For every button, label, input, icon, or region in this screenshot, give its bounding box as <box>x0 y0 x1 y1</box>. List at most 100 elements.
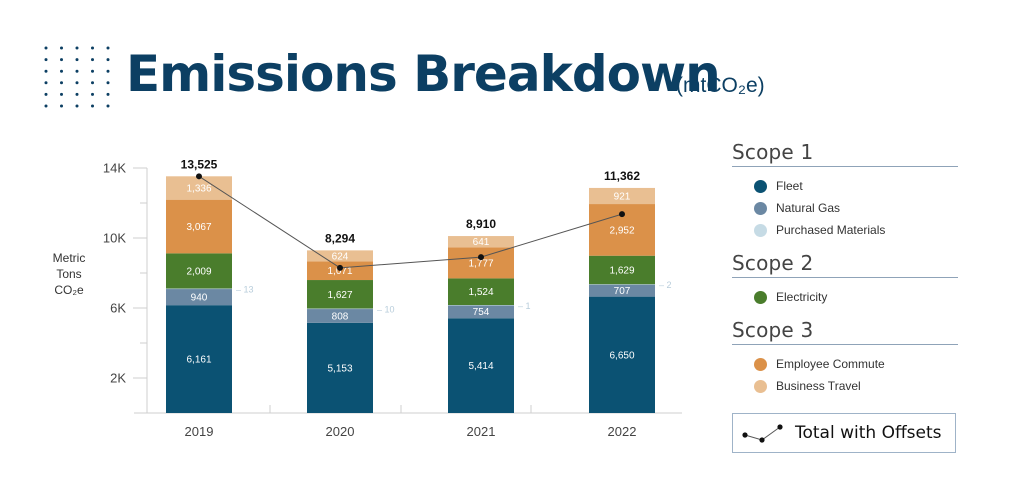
offset-point <box>619 211 625 218</box>
total-with-offsets-label: 8,910 <box>466 217 496 231</box>
legend-label: Employee Commute <box>776 357 885 371</box>
decorative-dot <box>91 81 94 85</box>
y-tick-label: 6K <box>110 301 126 316</box>
total-with-offsets-label: 13,525 <box>181 157 218 171</box>
decorative-dot <box>91 92 94 96</box>
decorative-dot <box>75 81 79 85</box>
decorative-dot <box>75 92 79 96</box>
decorative-dot <box>106 58 110 62</box>
decorative-dot <box>44 58 48 62</box>
data-label: 5,153 <box>327 363 352 374</box>
decorative-dot <box>75 69 79 73</box>
decorative-dot <box>91 69 94 73</box>
x-tick-label: 2020 <box>326 424 355 439</box>
legend-label: Electricity <box>776 290 828 304</box>
decorative-dot <box>75 58 79 62</box>
decorative-dot <box>60 81 63 85</box>
bar-segment-employee-commute <box>166 199 232 254</box>
data-label: 1,777 <box>468 258 493 269</box>
data-label-purchased-materials: – 13 <box>236 285 254 295</box>
x-tick-label: 2021 <box>467 424 496 439</box>
bar-segment-fleet <box>589 296 655 413</box>
data-label: 940 <box>191 292 208 303</box>
bar-segment-purchased-materials <box>589 284 655 285</box>
data-label: 624 <box>332 251 349 262</box>
decorative-dot <box>60 104 63 108</box>
bar-segment-fleet <box>448 318 514 413</box>
data-label: 6,650 <box>609 350 634 361</box>
legend-swatch <box>754 201 767 215</box>
legend-scope-1: Scope 1 Fleet Natural Gas Purchased Mate… <box>732 140 958 245</box>
decorative-dot <box>44 81 48 85</box>
bar-segment-business-travel <box>166 176 232 200</box>
legend-scope-2: Scope 2 Electricity <box>732 251 958 312</box>
stacked-bar-chart: 14K 10K 6K 2K 6,161 940 – 13 2,009 3,067 1,336 201… <box>103 157 682 439</box>
decorative-dot-grid <box>44 46 110 108</box>
legend-item-natural-gas: Natural Gas <box>754 197 958 219</box>
decorative-dot <box>106 92 110 96</box>
decorative-dot <box>106 46 110 50</box>
data-label: 1,627 <box>327 290 352 301</box>
bar-segment-electricity <box>448 278 514 306</box>
legend-item-employee-commute: Employee Commute <box>754 353 958 375</box>
y-axis-label-line: CO₂e <box>54 283 84 297</box>
decorative-dot <box>44 104 48 108</box>
bar-segment-purchased-materials <box>448 305 514 306</box>
data-label: 1,336 <box>186 183 211 194</box>
bar-segment-electricity <box>589 255 655 285</box>
data-label-purchased-materials: – 10 <box>377 305 395 315</box>
legend-label: Purchased Materials <box>776 223 886 237</box>
legend-swatch <box>754 290 767 304</box>
legend-scope-title: Scope 1 <box>732 140 958 167</box>
legend-total-with-offsets: Total with Offsets <box>732 413 956 453</box>
legend-label: Fleet <box>776 179 803 193</box>
legend-label: Business Travel <box>776 379 861 393</box>
legend-swatch <box>754 223 767 237</box>
data-label: 2,009 <box>186 266 211 277</box>
decorative-dot <box>60 58 63 62</box>
data-label: 6,161 <box>186 355 211 366</box>
offset-point <box>337 264 343 271</box>
data-label: 707 <box>614 286 631 297</box>
x-tick-label: 2022 <box>608 424 637 439</box>
data-label: 641 <box>473 237 490 248</box>
data-label: 5,414 <box>468 361 493 372</box>
decorative-dot <box>106 81 110 85</box>
data-label-purchased-materials: – 1 <box>518 301 531 311</box>
y-tick-label: 10K <box>103 231 126 246</box>
y-axis-label: Metric Tons CO₂e <box>44 250 94 298</box>
decorative-dot <box>60 69 63 73</box>
bar-segment-employee-commute <box>448 247 514 279</box>
decorative-dot <box>44 69 48 73</box>
legend-scope-title: Scope 2 <box>732 251 958 278</box>
y-axis-label-line: Tons <box>56 267 82 281</box>
offset-line <box>198 175 623 269</box>
total-with-offsets-label: 11,362 <box>604 169 640 183</box>
data-label: 808 <box>332 311 349 322</box>
decorative-dot <box>75 46 79 50</box>
data-label: 3,067 <box>186 222 211 233</box>
legend-swatch <box>754 357 767 371</box>
decorative-dot <box>106 104 110 108</box>
decorative-dot <box>44 92 48 96</box>
legend-label-total-with-offsets: Total with Offsets <box>795 423 942 443</box>
y-tick-label: 14K <box>103 161 126 176</box>
data-label: 1,629 <box>609 265 634 276</box>
bar-segment-natural-gas <box>307 308 373 323</box>
legend-scope-title: Scope 3 <box>732 318 958 345</box>
total-with-offsets-label: 8,294 <box>325 231 355 245</box>
legend-item-purchased-materials: Purchased Materials <box>754 219 958 241</box>
line-markers-icon <box>742 424 783 443</box>
data-label: 1,524 <box>468 287 493 298</box>
legend: Scope 1 Fleet Natural Gas Purchased Mate… <box>732 140 958 407</box>
bar-segment-purchased-materials <box>307 308 373 310</box>
bar-segment-natural-gas <box>448 305 514 319</box>
x-tick-label: 2019 <box>185 424 214 439</box>
decorative-dot <box>91 46 94 50</box>
y-tick-label: 2K <box>110 371 126 386</box>
data-label: 754 <box>473 307 490 318</box>
decorative-dot <box>60 46 63 50</box>
legend-swatch <box>754 379 767 393</box>
legend-scope-3: Scope 3 Employee Commute Business Travel <box>732 318 958 401</box>
decorative-dot <box>91 104 94 108</box>
